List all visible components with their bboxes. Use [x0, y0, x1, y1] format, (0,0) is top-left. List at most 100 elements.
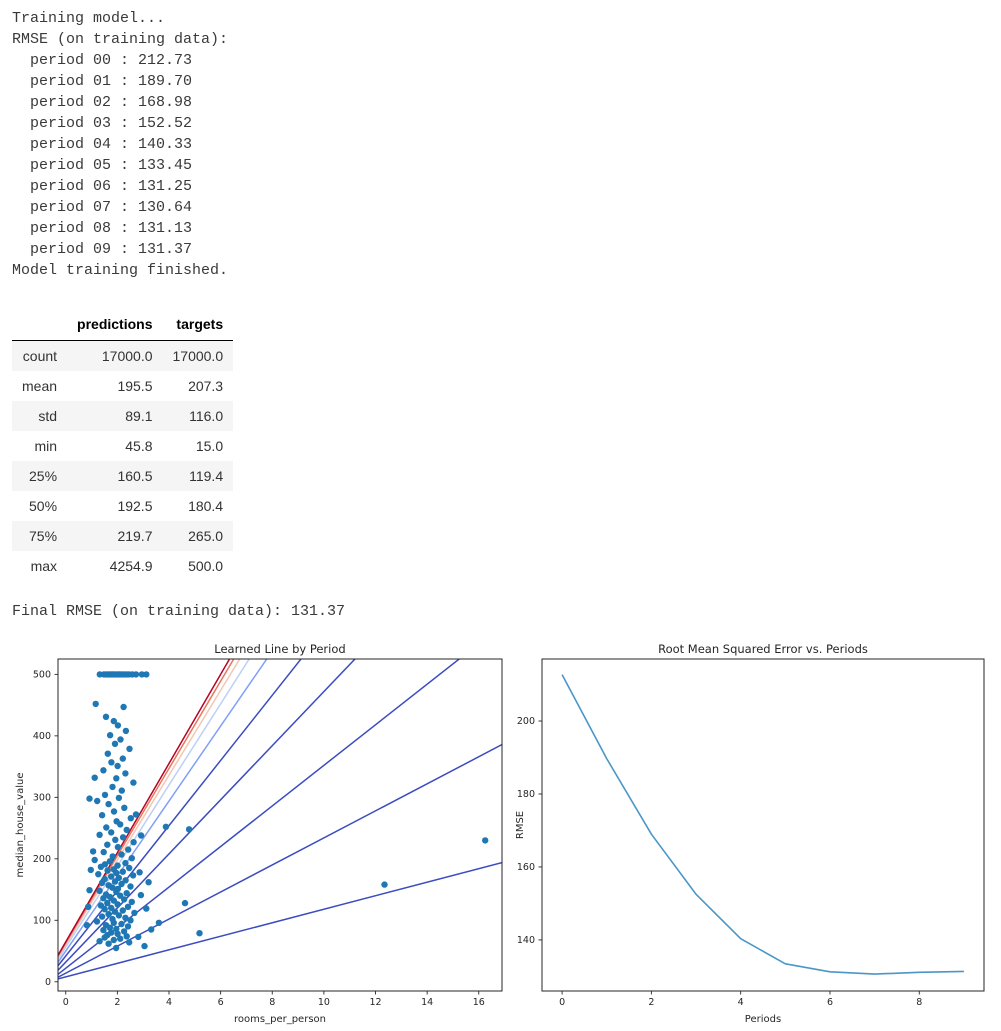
y-tick-label: 500 — [33, 669, 51, 680]
training-samples-point — [91, 856, 98, 864]
training-samples-point — [114, 722, 122, 729]
row-label: 50% — [29, 498, 58, 514]
training-samples-point — [120, 896, 128, 903]
training-samples-point — [100, 767, 107, 774]
x-tick-label: 2 — [648, 997, 654, 1008]
chart-title: Learned Line by Period — [214, 643, 345, 656]
x-tick-label: 0 — [63, 997, 69, 1008]
x-tick-label: 4 — [166, 997, 172, 1008]
training-samples-point — [130, 779, 137, 786]
cell-value: 160.5 — [117, 468, 153, 484]
training-samples-point — [106, 858, 114, 865]
x-tick-label: 10 — [318, 997, 330, 1008]
table-row: std 89.1 116.0 — [12, 401, 234, 431]
row-label: min — [34, 438, 58, 454]
training-samples-point — [130, 839, 137, 846]
y-tick-label: 300 — [33, 792, 51, 803]
training-samples-point — [96, 831, 103, 838]
row-label: std — [38, 408, 58, 424]
training-samples-point — [119, 907, 127, 914]
x-tick-label: 8 — [269, 997, 275, 1008]
chart-title: Root Mean Squared Error vs. Periods — [658, 643, 868, 656]
training-samples-point — [101, 906, 108, 913]
table-row: 75% 219.7 265.0 — [12, 521, 234, 551]
table-row: 25% 160.5 119.4 — [12, 461, 234, 491]
cell-value: 4254.9 — [109, 558, 153, 574]
training-samples-point — [126, 864, 133, 872]
training-samples-point — [148, 926, 155, 933]
plot-frame — [541, 658, 985, 992]
training-samples-point — [181, 899, 189, 907]
training-samples-point — [128, 855, 135, 862]
training-samples-point — [83, 922, 91, 929]
training-samples-point — [138, 671, 146, 678]
x-axis-label: rooms_per_person — [234, 1014, 326, 1025]
training-samples-point — [120, 703, 127, 711]
training-samples-point — [109, 853, 116, 860]
training-samples-point — [185, 826, 193, 833]
figure-learned-lines: 0 2 4 6 8 10 12 14 16 0 100 200 300 400 500 Learned Lin… — [12, 643, 510, 1029]
y-tick-label: 200 — [33, 854, 51, 865]
training-samples-point — [89, 848, 97, 855]
training-samples-point — [86, 795, 93, 802]
y-tick-label: 140 — [517, 935, 535, 946]
training-samples-point — [121, 804, 128, 811]
plot-frame — [57, 658, 503, 992]
training-samples-point — [93, 918, 101, 925]
period-00-line — [58, 861, 502, 980]
row-label: 25% — [29, 468, 58, 484]
training-samples-point — [108, 873, 115, 880]
cell-value: 17000.0 — [172, 348, 224, 364]
table-column-header: targets — [162, 309, 234, 341]
training-samples-point — [118, 851, 125, 858]
training-samples-point — [119, 755, 127, 762]
cell-value: 116.0 — [189, 408, 224, 424]
training-samples-point — [110, 936, 118, 944]
training-samples-point — [100, 926, 107, 934]
learned-line-chart: 0 2 4 6 8 10 12 14 16 0 100 200 300 400 500 Learned Lin… — [12, 643, 510, 1029]
x-tick-label: 6 — [827, 997, 833, 1008]
table-row: max 4254.9 500.0 — [12, 551, 233, 581]
training-samples-point — [136, 869, 143, 876]
training-samples-point — [85, 903, 92, 910]
training-samples-point — [102, 713, 110, 720]
x-tick-label: 2 — [114, 997, 120, 1008]
training-samples-point — [120, 928, 128, 935]
training-samples-point — [98, 913, 106, 920]
y-tick-label: 400 — [33, 731, 51, 742]
training-samples-point — [126, 745, 133, 752]
training-samples-point — [155, 919, 163, 926]
training-samples-point — [117, 935, 124, 942]
training-samples-point — [115, 794, 123, 802]
training-samples-point — [111, 740, 119, 747]
x-tick-label: 6 — [218, 997, 224, 1008]
training-samples-point — [381, 881, 388, 888]
training-samples-point — [126, 939, 133, 946]
training-samples-point — [105, 940, 112, 947]
training-samples-point — [123, 890, 130, 897]
x-tick-label: 12 — [369, 997, 381, 1008]
training-samples-point — [98, 812, 106, 819]
y-tick-label: 160 — [517, 862, 535, 873]
training-samples-point — [94, 797, 101, 805]
training-samples-point — [106, 732, 114, 739]
training-samples-point — [127, 815, 134, 822]
training-samples-point — [124, 923, 132, 930]
period-05-line — [58, 659, 268, 963]
training-samples-point — [118, 880, 125, 888]
training-samples-point — [113, 775, 120, 782]
training-samples-point — [129, 872, 137, 879]
training-samples-point — [98, 879, 106, 886]
training-samples-point — [109, 884, 116, 891]
row-label: count — [22, 348, 58, 364]
y-tick-label: 100 — [33, 915, 51, 926]
training-samples-point — [132, 811, 140, 818]
figure-rmse: 0 2 4 6 8 140 160 180 200 Root Mean Squared Error… — [512, 643, 989, 1029]
training-samples-point — [100, 848, 107, 856]
training-samples-point — [114, 843, 122, 851]
row-label: mean — [22, 378, 58, 394]
training-samples-point — [123, 933, 130, 940]
training-samples-point — [132, 671, 140, 678]
x-tick-label: 0 — [559, 997, 565, 1008]
training-samples-point — [131, 909, 138, 917]
